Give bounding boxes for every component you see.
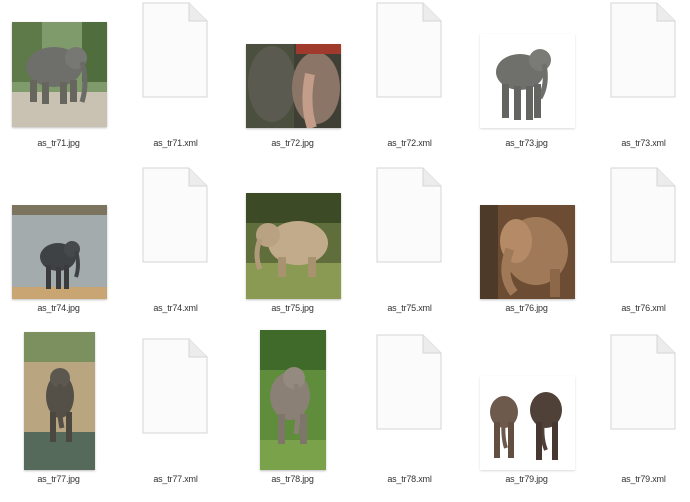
file-thumbnail: [468, 167, 585, 299]
file-item-as_tr77-xml[interactable]: as_tr77.xml: [117, 338, 234, 498]
elephant-photo-icon: [24, 332, 95, 470]
file-item-as_tr72-jpg[interactable]: as_tr72.jpg: [234, 2, 351, 162]
file-thumbnail: [351, 2, 468, 134]
file-item-as_tr76-jpg[interactable]: as_tr76.jpg: [468, 167, 585, 327]
file-item-as_tr79-xml[interactable]: as_tr79.xml: [585, 334, 690, 498]
file-thumbnail: [468, 338, 585, 470]
file-item-as_tr78-xml[interactable]: as_tr78.xml: [351, 334, 468, 498]
file-thumbnail: [585, 167, 690, 299]
elephant-photo-icon: [480, 205, 575, 299]
file-item-as_tr74-xml[interactable]: as_tr74.xml: [117, 167, 234, 327]
file-item-as_tr74-jpg[interactable]: as_tr74.jpg: [0, 167, 117, 327]
file-name: as_tr78.xml: [387, 474, 432, 484]
file-name: as_tr77.xml: [153, 474, 198, 484]
blank-document-icon: [142, 2, 208, 98]
file-name: as_tr71.xml: [153, 138, 198, 148]
elephant-photo-icon: [260, 330, 326, 470]
elephant-photo-icon: [480, 376, 575, 470]
file-thumbnail: [117, 338, 234, 470]
file-name: as_tr73.xml: [621, 138, 666, 148]
blank-document-icon: [610, 167, 676, 263]
file-name: as_tr71.jpg: [37, 138, 80, 148]
file-name: as_tr75.xml: [387, 303, 432, 313]
blank-document-icon: [376, 167, 442, 263]
file-name: as_tr79.xml: [621, 474, 666, 484]
file-name: as_tr78.jpg: [271, 474, 314, 484]
file-name: as_tr72.xml: [387, 138, 432, 148]
file-item-as_tr75-jpg[interactable]: as_tr75.jpg: [234, 167, 351, 327]
file-thumbnail: [468, 2, 585, 134]
blank-document-icon: [610, 334, 676, 430]
elephant-photo-icon: [480, 34, 575, 128]
file-item-as_tr76-xml[interactable]: as_tr76.xml: [585, 167, 690, 327]
blank-document-icon: [376, 334, 442, 430]
file-thumbnail: [234, 2, 351, 134]
file-thumbnail: [117, 2, 234, 134]
elephant-photo-icon: [246, 44, 341, 128]
file-thumbnail: [234, 167, 351, 299]
file-name: as_tr73.jpg: [505, 138, 548, 148]
file-item-as_tr72-xml[interactable]: as_tr72.xml: [351, 2, 468, 162]
file-item-as_tr79-jpg[interactable]: as_tr79.jpg: [468, 338, 585, 498]
file-item-as_tr73-jpg[interactable]: as_tr73.jpg: [468, 2, 585, 162]
file-thumbnail: [351, 167, 468, 299]
file-thumbnail: [234, 330, 351, 470]
file-item-as_tr71-jpg[interactable]: as_tr71.jpg: [0, 2, 117, 162]
elephant-photo-icon: [12, 205, 107, 299]
file-thumbnail: [0, 2, 117, 134]
file-thumbnail: [351, 334, 468, 470]
file-name: as_tr74.xml: [153, 303, 198, 313]
file-name: as_tr77.jpg: [37, 474, 80, 484]
elephant-photo-icon: [246, 193, 341, 299]
file-name: as_tr74.jpg: [37, 303, 80, 313]
blank-document-icon: [376, 2, 442, 98]
file-item-as_tr71-xml[interactable]: as_tr71.xml: [117, 2, 234, 162]
file-item-as_tr75-xml[interactable]: as_tr75.xml: [351, 167, 468, 327]
file-name: as_tr75.jpg: [271, 303, 314, 313]
file-thumbnail: [585, 2, 690, 134]
blank-document-icon: [142, 338, 208, 434]
file-thumbnail: [585, 334, 690, 470]
blank-document-icon: [610, 2, 676, 98]
file-thumbnail: [0, 167, 117, 299]
file-name: as_tr72.jpg: [271, 138, 314, 148]
elephant-photo-icon: [12, 22, 107, 127]
file-item-as_tr78-jpg[interactable]: as_tr78.jpg: [234, 330, 351, 498]
file-item-as_tr73-xml[interactable]: as_tr73.xml: [585, 2, 690, 162]
file-thumbnail: [0, 332, 117, 470]
file-name: as_tr76.jpg: [505, 303, 548, 313]
file-name: as_tr79.jpg: [505, 474, 548, 484]
file-thumbnail: [117, 167, 234, 299]
file-item-as_tr77-jpg[interactable]: as_tr77.jpg: [0, 332, 117, 498]
file-name: as_tr76.xml: [621, 303, 666, 313]
blank-document-icon: [142, 167, 208, 263]
